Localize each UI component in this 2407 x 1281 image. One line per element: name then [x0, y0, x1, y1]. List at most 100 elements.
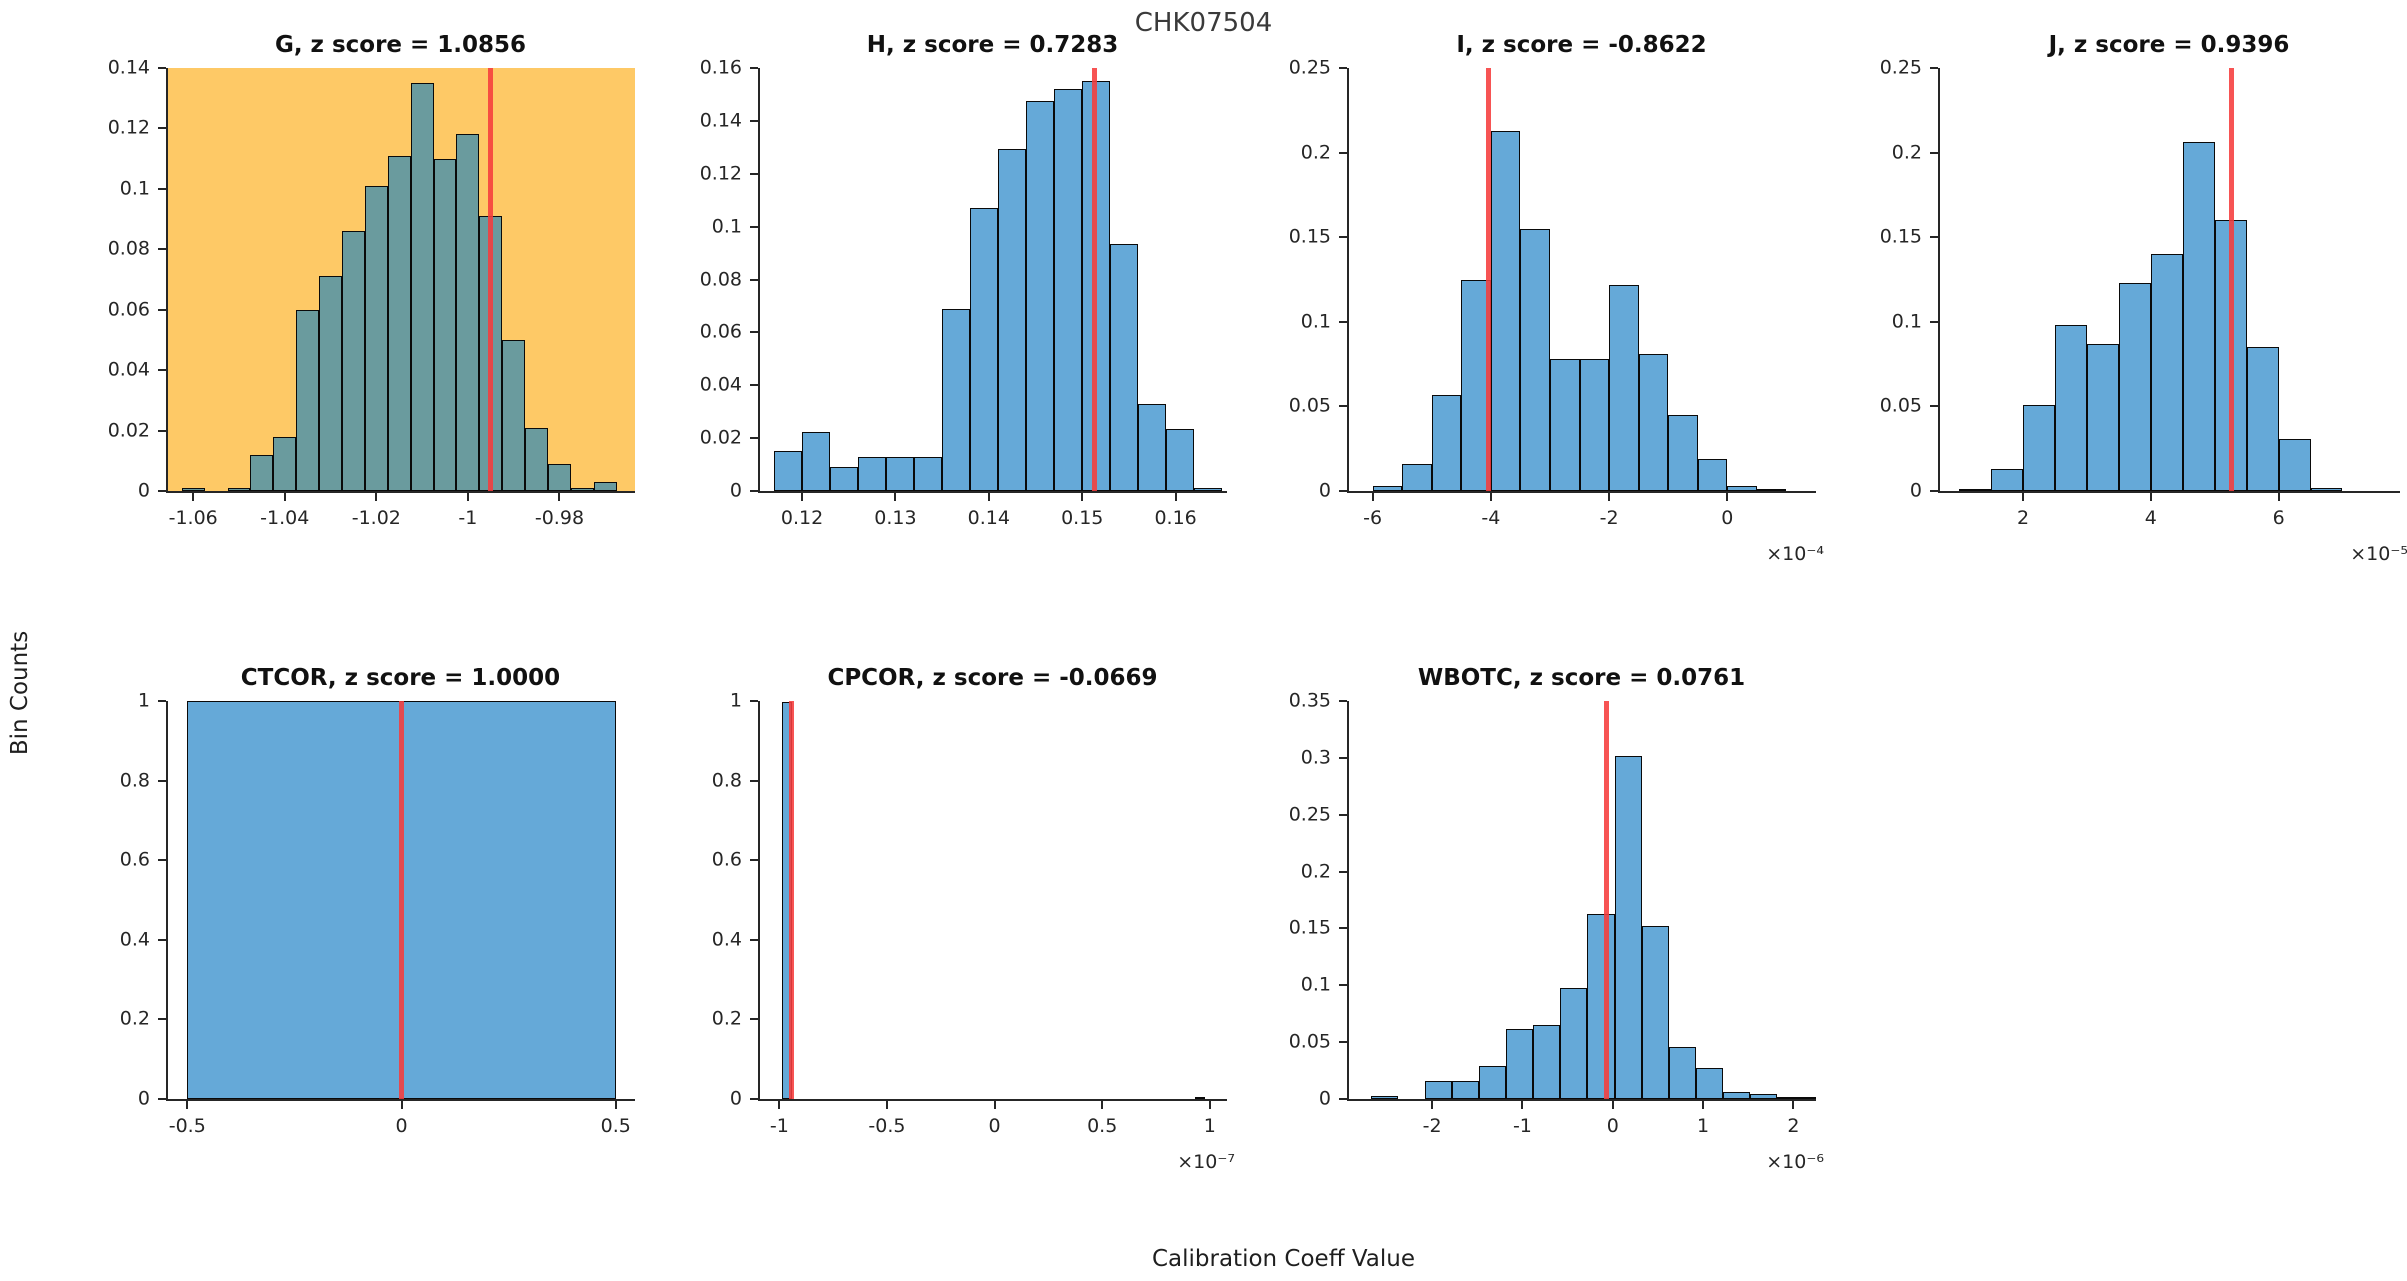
histogram-bar	[970, 208, 999, 491]
y-tick-label: 0.04	[699, 373, 742, 396]
y-tick-mark	[158, 700, 166, 702]
x-tick-label: 6	[2272, 507, 2285, 529]
histogram-bar	[858, 456, 887, 491]
x-tick-mark	[1371, 493, 1374, 501]
x-tick-mark	[466, 493, 469, 501]
x-tick-mark	[993, 1101, 996, 1109]
histogram-bar	[1804, 1097, 1816, 1099]
histogram-bar	[341, 231, 365, 491]
plot-area: -0.5 0 0.5 0 0.2 0.4 0.6 0.8 1	[120, 691, 635, 1137]
x-tick-label: -6	[1363, 507, 1383, 529]
subplot-title: J, z score = 0.9396	[2048, 32, 2290, 58]
y-tick-mark	[1930, 490, 1938, 492]
histogram-bar	[1750, 1094, 1778, 1099]
y-tick-label: 0.16	[699, 56, 742, 79]
histogram-bar	[1722, 1092, 1751, 1099]
plot-area: -6 -4 -2 0 0 0.05 0.1 0.15 0.2 0.25 ×10⁻⁴	[1289, 58, 1824, 565]
y-tick-mark	[1930, 151, 1938, 154]
x-tick-label: 0.5	[600, 1115, 631, 1137]
y-tick-mark	[1339, 756, 1347, 759]
x-axis-label: Calibration Coeff Value	[1151, 1246, 1416, 1272]
histogram-bar	[1697, 458, 1728, 491]
histogram-bar	[1138, 403, 1167, 491]
x-tick-label: -0.5	[168, 1115, 206, 1137]
y-tick-mark	[750, 859, 758, 862]
subplot-title: I, z score = -0.8622	[1456, 32, 1707, 58]
y-tick-mark	[1339, 984, 1347, 987]
y-tick-mark	[158, 1098, 166, 1100]
histogram-bar	[1668, 1046, 1696, 1099]
y-tick-label: 0.12	[699, 162, 742, 185]
histogram-bar	[525, 427, 548, 491]
x-tick-label: 0.14	[967, 507, 1010, 529]
histogram-bar	[998, 148, 1027, 491]
y-tick-label: 0.6	[119, 848, 150, 871]
histogram-bar	[942, 308, 971, 491]
histogram-bar	[410, 83, 434, 491]
histogram-bar	[250, 454, 274, 491]
x-tick-label: -1	[458, 507, 478, 529]
x-tick-label: -2	[1422, 1115, 1442, 1137]
y-tick-mark	[1339, 870, 1347, 873]
histogram-bar	[914, 456, 943, 491]
x-tick-mark	[400, 1101, 403, 1109]
y-tick-mark	[1339, 1041, 1347, 1044]
histogram-bar	[456, 134, 480, 491]
y-tick-label: 0	[729, 479, 742, 502]
y-tick-label: 0.02	[699, 426, 742, 449]
x-tick-mark	[186, 1101, 189, 1109]
y-tick-mark	[750, 437, 758, 440]
y-tick-label: 0.35	[1288, 689, 1331, 712]
histogram-bar	[1370, 1095, 1398, 1099]
y-tick-mark	[750, 225, 758, 228]
histogram-bar	[1026, 101, 1055, 491]
x-tick-label: -1	[1512, 1115, 1532, 1137]
y-tick-mark	[1339, 1098, 1347, 1100]
x-tick-label: -4	[1481, 507, 1501, 529]
x-tick-mark	[1611, 1101, 1614, 1109]
x-tick-mark	[801, 493, 804, 501]
histogram-bar	[502, 339, 526, 491]
y-tick-mark	[750, 490, 758, 492]
x-tick-mark	[283, 493, 286, 501]
y-tick-label: 0.1	[711, 215, 742, 238]
histogram-bar	[1461, 279, 1491, 491]
x-tick-mark	[1726, 493, 1729, 501]
y-tick-mark	[1339, 67, 1347, 69]
y-tick-label: 0.15	[1288, 225, 1331, 248]
x-tick-label: -1.02	[351, 507, 401, 529]
y-tick-label: 0.2	[711, 1007, 742, 1030]
y-axis-label: Bin Counts	[7, 630, 33, 756]
y-tick-label: 0.15	[1288, 916, 1331, 939]
histogram-bar	[1533, 1025, 1561, 1099]
y-tick-mark	[750, 331, 758, 334]
y-tick-label: 0.2	[1300, 141, 1331, 164]
y-tick-mark	[158, 127, 166, 130]
y-tick-mark	[750, 700, 758, 702]
y-tick-mark	[158, 248, 166, 251]
x-tick-label: 0.5	[1087, 1115, 1118, 1137]
subplot-H: H, z score = 0.7283 0.12 0.13 0.14 0.15 0.16…	[700, 32, 1227, 529]
histogram-bar	[1194, 1097, 1206, 1099]
y-tick-mark	[1930, 320, 1938, 323]
histogram-bar	[886, 456, 915, 491]
y-tick-mark	[158, 779, 166, 782]
y-tick-label: 0.2	[1300, 860, 1331, 883]
y-tick-label: 0.8	[711, 769, 742, 792]
histogram-bar	[2055, 325, 2087, 491]
subplot-title: WBOTC, z score = 0.0761	[1417, 665, 1746, 691]
x-tick-mark	[2022, 493, 2025, 501]
y-tick-label: 0.4	[119, 928, 150, 951]
reference-line	[2228, 68, 2234, 491]
y-tick-mark	[750, 1018, 758, 1021]
histogram-bar	[433, 158, 457, 491]
y-tick-mark	[750, 172, 758, 175]
histogram-bar	[1549, 359, 1580, 491]
y-tick-mark	[750, 278, 758, 281]
y-tick-mark	[158, 369, 166, 372]
y-tick-mark	[158, 187, 166, 190]
x-tick-mark	[1521, 1101, 1524, 1109]
y-tick-label: 0.4	[711, 928, 742, 951]
x-tick-mark	[1431, 1101, 1434, 1109]
x-tick-label: -0.5	[868, 1115, 906, 1137]
